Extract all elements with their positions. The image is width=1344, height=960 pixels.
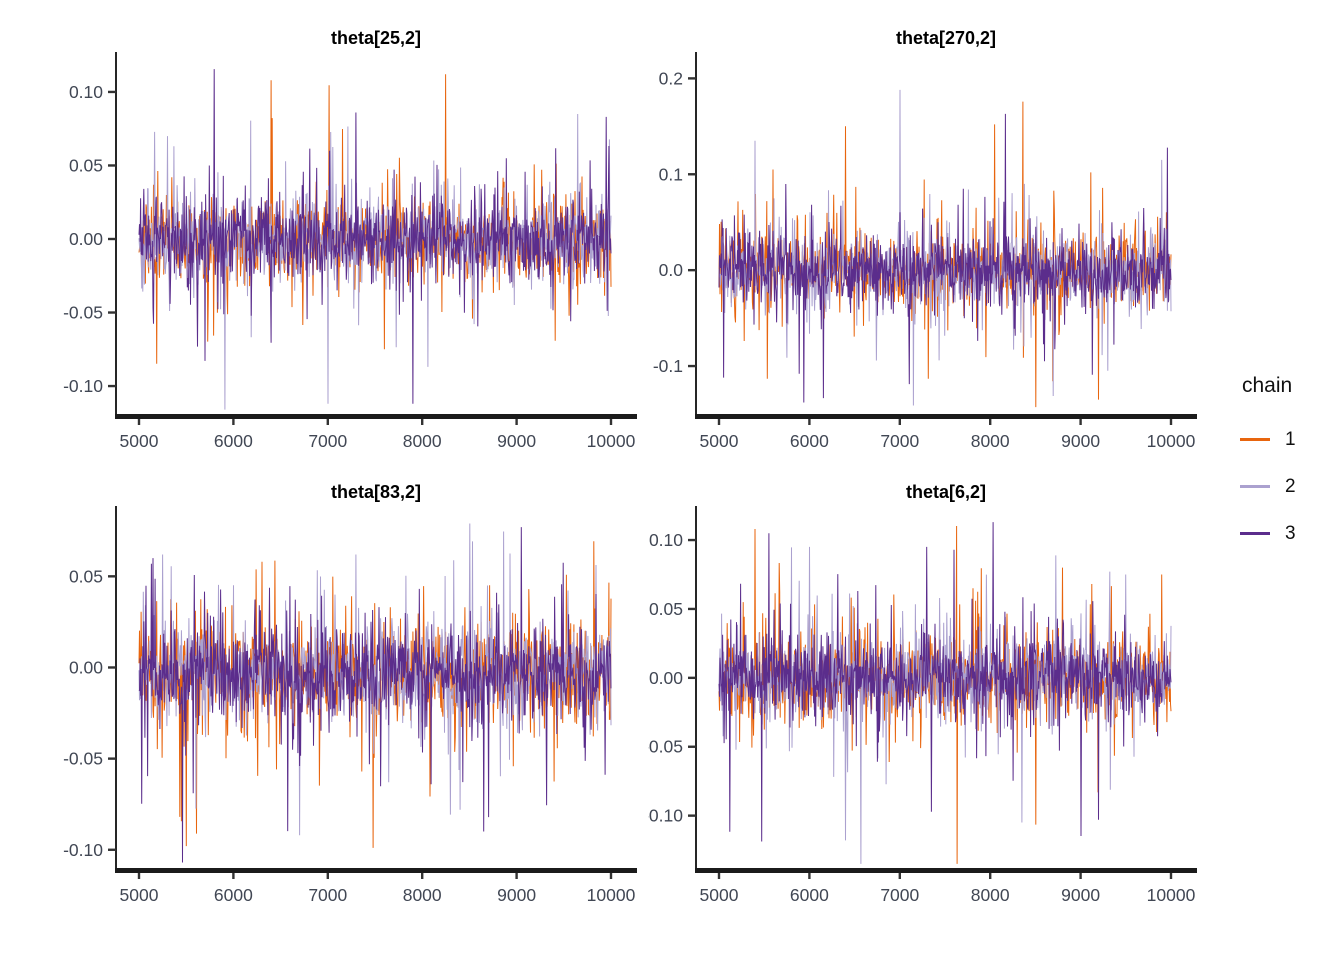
panel-theta-6-2: theta[6,2] 0.10 0.05 0.00 -0.05 -0.10 5000 600… [648,460,1210,912]
legend-item-label: 2 [1285,475,1296,497]
chain-2-line-swatch [1240,484,1270,488]
y-tick-label: 0.10 [69,82,103,102]
x-tick-label: 5000 [700,431,739,451]
trace-plot-theta-270-2: 0.2 0.1 0.0 -0.1 5000 6000 7000 8000 9000 10000 [653,52,1197,451]
legend-title: chain [1242,374,1293,397]
x-tick-label: 7000 [308,885,347,905]
y-tick-label: -0.10 [648,806,683,826]
x-axis-line [695,414,1197,419]
x-tick-label: 9000 [497,431,536,451]
legend-item-chain-1: 1 [1240,428,1340,450]
panel-title: theta[83,2] [330,482,422,502]
y-tick-label: 0.05 [69,155,103,175]
y-tick-label: 0.05 [69,566,103,586]
panel-title: theta[25,2] [330,28,422,48]
x-tick-label: 9000 [497,885,536,905]
x-tick-label: 8000 [971,885,1010,905]
panel-title: theta[270,2] [895,28,997,48]
y-tick-label: -0.05 [63,749,103,769]
y-tick-label: 0.1 [659,164,683,184]
x-tick-label: 7000 [880,431,919,451]
panel-theta-83-2: theta[83,2] 0.05 0.00 -0.05 -0.10 5000 6000 70… [16,460,640,912]
panel-theta-270-2: theta[270,2] 0.2 0.1 0.0 -0.1 5000 6000 7000 80… [648,6,1210,458]
x-tick-label: 8000 [403,431,442,451]
legend-item-label: 1 [1285,428,1296,450]
x-tick-label: 10000 [1147,885,1196,905]
x-tick-label: 8000 [403,885,442,905]
x-tick-label: 9000 [1061,431,1100,451]
x-tick-label: 5000 [120,431,159,451]
y-tick-label: -0.10 [63,840,103,860]
chain-1-line-swatch [1240,437,1270,441]
x-tick-label: 7000 [308,431,347,451]
x-tick-label: 6000 [790,885,829,905]
trace-plot-theta-83-2: 0.05 0.00 -0.05 -0.10 5000 6000 7000 8000 9000 10… [63,506,637,905]
panel-theta-25-2: theta[25,2] 0.10 0.05 0.00 -0.05 -0.10 5000 60… [16,6,640,458]
x-axis-line [115,868,637,873]
trace-line-chain-2 [138,113,612,410]
x-tick-label: 9000 [1061,885,1100,905]
trace-line-chain-3 [718,113,1172,403]
trace-line-chain-3 [138,69,612,404]
x-tick-label: 8000 [971,431,1010,451]
x-tick-label: 5000 [120,885,159,905]
panel-title: theta[6,2] [905,482,986,502]
trace-plot-theta-25-2: 0.10 0.05 0.00 -0.05 -0.10 5000 6000 7000 8000 90… [63,52,637,451]
x-tick-label: 6000 [790,431,829,451]
y-tick-label: 0.00 [69,229,103,249]
y-tick-label: -0.05 [63,303,103,323]
y-tick-label: 0.2 [659,68,683,88]
y-tick-label: -0.10 [63,376,103,396]
x-tick-label: 5000 [700,885,739,905]
x-tick-label: 7000 [880,885,919,905]
x-tick-label: 10000 [587,885,636,905]
trace-plot-theta-6-2: 0.10 0.05 0.00 -0.05 -0.10 5000 6000 7000 8000 90… [648,506,1197,905]
legend-item-label: 3 [1285,522,1296,544]
x-tick-label: 10000 [587,431,636,451]
x-tick-label: 10000 [1147,431,1196,451]
chain-3-line-swatch [1240,531,1270,535]
legend-item-chain-2: 2 [1240,475,1340,497]
y-tick-label: 0.10 [649,530,683,550]
x-axis-line [115,414,637,419]
x-tick-label: 6000 [214,431,253,451]
legend-item-chain-3: 3 [1240,522,1340,544]
y-tick-label: 0.00 [649,668,683,688]
trace-line-chain-2 [718,546,1172,864]
y-tick-label: 0.00 [69,657,103,677]
y-tick-label: -0.1 [653,356,683,376]
trace-line-chain-3 [718,522,1172,842]
y-tick-label: 0.0 [659,260,684,280]
y-tick-label: -0.05 [648,737,683,757]
trace-line-chain-3 [138,527,612,863]
chain-legend: chain 1 2 3 [1240,374,1340,569]
y-tick-label: 0.05 [649,599,683,619]
x-axis-line [695,868,1197,873]
x-tick-label: 6000 [214,885,253,905]
